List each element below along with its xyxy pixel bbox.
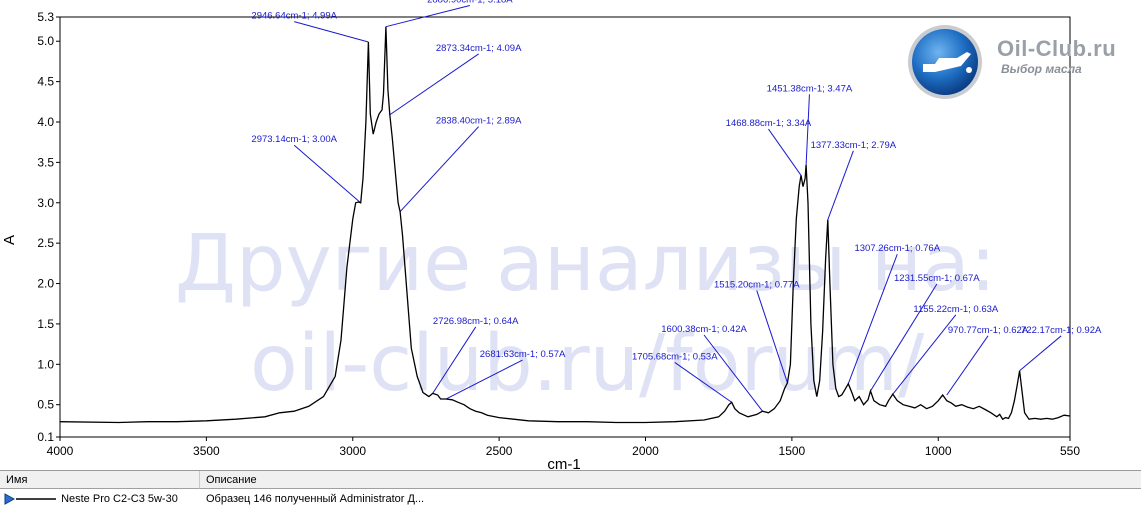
logo-title: Oil-Club.ru: [997, 36, 1117, 61]
annotation-leader: [432, 326, 477, 394]
spectrum-chart: Другие анализы на: oil-club.ru/forum/ 5.…: [1, 0, 1102, 470]
annotation-leader: [805, 94, 810, 165]
peak-annotation: 1600.38cm-1; 0.42A: [661, 324, 747, 335]
y-tick-label: 5.3: [37, 10, 54, 24]
y-tick-label: 2.0: [37, 277, 54, 291]
plot-frame: [59, 16, 1071, 438]
peak-annotation: 1515.20cm-1; 0.77A: [714, 280, 800, 291]
peak-annotation: 1468.88cm-1; 3.34A: [726, 118, 812, 129]
y-tick-label: 2.5: [37, 236, 54, 250]
legend-header-desc: Описание: [200, 471, 1141, 489]
annotation-leaders: [293, 4, 1062, 412]
y-tick-label: 3.0: [37, 196, 54, 210]
x-tick-label: 4000: [47, 444, 74, 458]
annotation-leader: [847, 254, 898, 384]
y-tick-label: 5.0: [37, 34, 54, 48]
peak-annotation: 2681.63cm-1; 0.57A: [480, 349, 566, 360]
legend-row-desc: Образец 146 полученный Administrator Д..…: [200, 490, 1141, 509]
x-tick-label: 1000: [925, 444, 952, 458]
peak-annotation: 2873.34cm-1; 4.09A: [436, 43, 522, 54]
y-tick-label: 1.5: [37, 317, 54, 331]
annotation-leader: [294, 21, 369, 43]
peak-annotation: 1155.22cm-1; 0.63A: [913, 304, 999, 315]
legend-table: Имя Описание Neste Pro C2-C3 5w-30 Образ…: [0, 470, 1141, 510]
x-tick-label: 3500: [193, 444, 220, 458]
y-tick-label: 1.0: [37, 357, 54, 371]
x-tick-label: 550: [1060, 444, 1080, 458]
y-axis-label: A: [1, 235, 18, 245]
legend-row[interactable]: Neste Pro C2-C3 5w-30: [0, 490, 200, 509]
y-axis: 5.3 5.0 4.5 4.0 3.5 3.0 2.5 2.0 1.5 1.0 0.5 0.1: [37, 10, 60, 444]
series-swatch-icon: [4, 493, 56, 505]
y-tick-label: 0.5: [37, 398, 54, 412]
y-tick-label: 4.5: [37, 75, 54, 89]
annotation-leader: [1019, 335, 1062, 372]
x-axis-label: cm-1: [547, 456, 580, 470]
peak-annotation: 1231.55cm-1; 0.67A: [894, 273, 980, 284]
annotation-leader: [756, 290, 788, 384]
x-axis: 4000 3500 3000 2500 2000 1500 1000 550: [47, 437, 1080, 458]
logo-tagline: Выбор масла: [1001, 62, 1082, 76]
peak-annotation: 2726.98cm-1; 0.64A: [433, 316, 519, 327]
peak-annotation: 1705.68cm-1; 0.53A: [632, 351, 718, 362]
peak-annotation: 2946.64cm-1; 4.99A: [251, 11, 337, 22]
legend-series-name: Neste Pro C2-C3 5w-30: [61, 493, 178, 505]
peak-annotation: 1451.38cm-1; 3.47A: [767, 83, 853, 94]
y-tick-label: 0.1: [37, 430, 54, 444]
annotation-leader: [385, 4, 470, 28]
annotation-leader: [703, 334, 763, 412]
oil-can-icon: [908, 25, 982, 99]
peak-annotation: 1307.26cm-1; 0.76A: [854, 243, 940, 254]
peak-annotation: 2886.90cm-1; 5.18A: [427, 0, 513, 5]
annotation-leader: [946, 335, 989, 396]
peak-annotation: 722.17cm-1; 0.92A: [1021, 325, 1102, 336]
y-tick-label: 4.0: [37, 115, 54, 129]
annotation-leader: [768, 128, 802, 176]
annotation-leader: [399, 126, 480, 212]
peak-annotation: 970.77cm-1; 0.62A: [948, 325, 1029, 336]
annotation-leader: [892, 314, 957, 395]
oil-club-logo: Oil-Club.ru Выбор масла: [905, 22, 1141, 102]
annotation-labels: 2886.90cm-1; 5.18A 2946.64cm-1; 4.99A 2873…: [251, 0, 1102, 362]
annotation-leader: [445, 359, 523, 400]
annotation-leader: [389, 53, 479, 116]
x-tick-label: 3000: [339, 444, 366, 458]
watermark-line2: oil-club.ru/forum/: [250, 319, 925, 409]
x-tick-label: 2000: [632, 444, 659, 458]
annotation-leader: [674, 362, 732, 403]
x-tick-label: 2500: [486, 444, 513, 458]
watermark-line1: Другие анализы на:: [175, 219, 996, 309]
peak-annotation: 2973.14cm-1; 3.00A: [251, 134, 337, 145]
series-line: [59, 26, 1071, 424]
legend-header-name: Имя: [0, 471, 200, 489]
annotation-leader: [870, 283, 938, 392]
annotation-leader: [827, 150, 854, 220]
annotation-leader: [293, 144, 361, 204]
y-tick-label: 3.5: [37, 155, 54, 169]
legend-series-desc: Образец 146 полученный Administrator Д..…: [206, 493, 425, 505]
peak-annotation: 2838.40cm-1; 2.89A: [436, 116, 522, 127]
peak-annotation: 1377.33cm-1; 2.79A: [811, 140, 897, 151]
x-tick-label: 1500: [779, 444, 806, 458]
